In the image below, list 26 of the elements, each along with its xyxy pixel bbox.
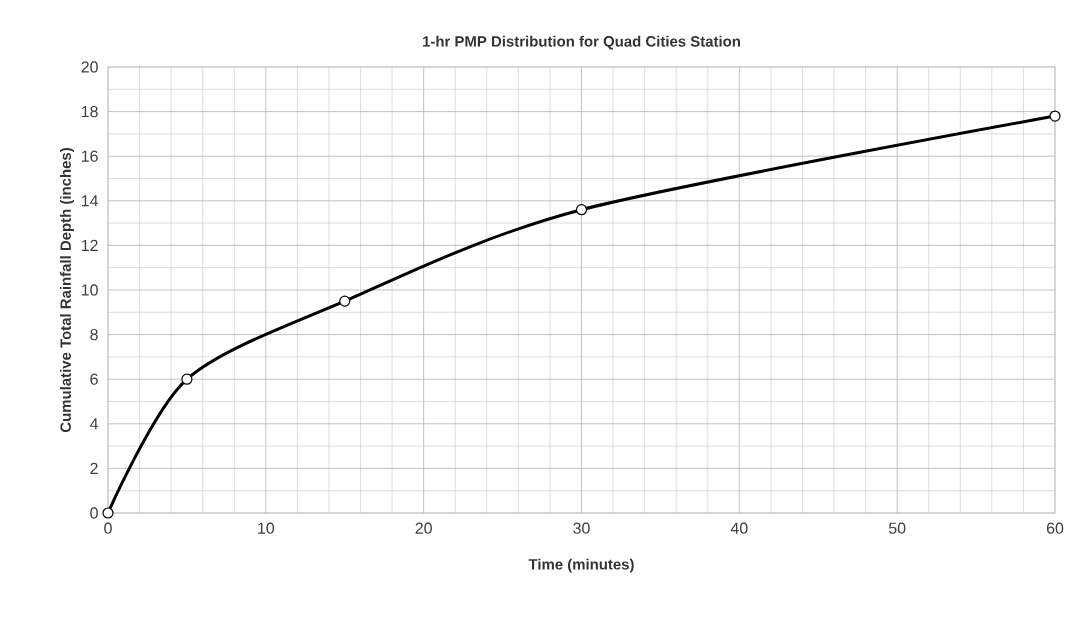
x-tick-label: 30	[573, 522, 590, 534]
y-tick-label: 8	[90, 328, 98, 341]
y-tick-label: 12	[81, 239, 98, 251]
x-tick-label: 0	[104, 522, 112, 534]
point	[339, 295, 351, 307]
y-tick-label: 10	[81, 284, 98, 296]
point	[575, 204, 588, 216]
x-tick-label: 60	[1046, 522, 1064, 534]
x-tick-label: 20	[415, 522, 432, 534]
y-tick-label: 14	[81, 195, 98, 207]
chart-title: 1-hr PMP Distribution for Quad Cities Station	[423, 35, 740, 50]
point	[1049, 110, 1061, 122]
y-tick-label: 18	[81, 105, 98, 118]
x-tick-label: 10	[258, 522, 275, 534]
point	[102, 507, 114, 519]
y-axis-title: Cumulative Total Rainfall Depth (inches)	[59, 148, 74, 433]
x-tick-label: 40	[730, 522, 748, 534]
x-axis-title: Time (minutes)	[528, 558, 634, 573]
y-tick-label: 20	[81, 61, 98, 73]
y-tick-label: 4	[89, 418, 99, 430]
y-tick-label: 0	[90, 507, 98, 519]
y-tick-label: 2	[90, 462, 98, 474]
x-tick-label: 50	[888, 522, 906, 534]
y-tick-label: 16	[81, 150, 98, 162]
point	[181, 373, 193, 385]
y-tick-label: 6	[90, 373, 98, 385]
